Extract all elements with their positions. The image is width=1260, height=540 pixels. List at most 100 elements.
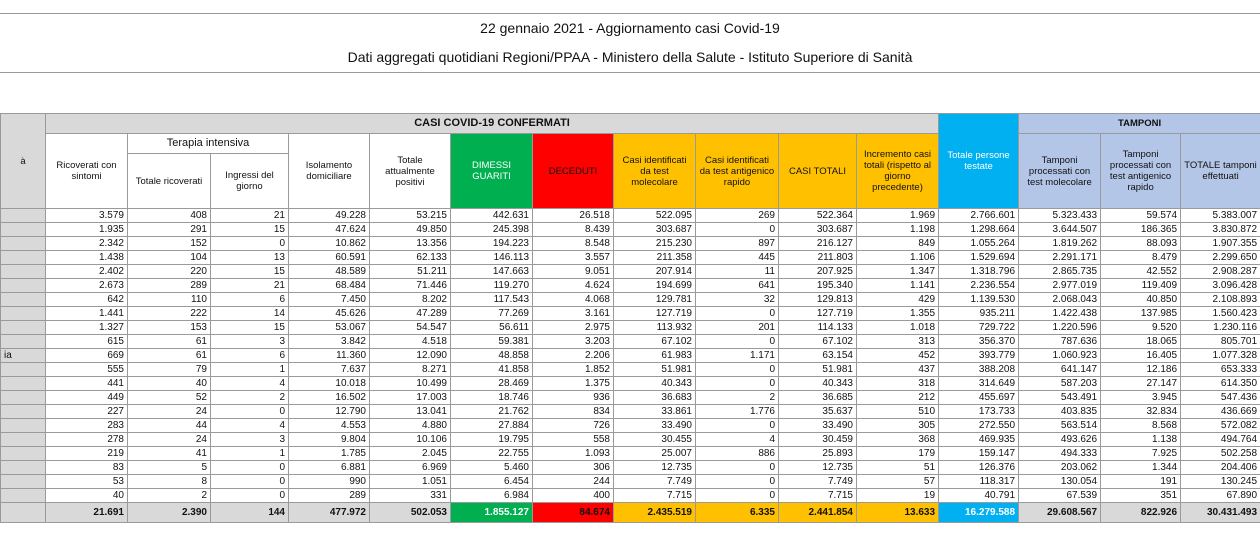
table-cell: 152 xyxy=(127,236,211,251)
table-cell: 9.804 xyxy=(288,432,370,447)
table-cell: 493.626 xyxy=(1018,432,1102,447)
table-cell: 179 xyxy=(855,446,940,461)
table-cell: 27.147 xyxy=(1100,376,1182,391)
table-cell: 0 xyxy=(695,418,779,433)
table-cell: 494.333 xyxy=(1018,446,1102,461)
table-cell: 30.455 xyxy=(613,432,696,447)
table-cell: 194.223 xyxy=(450,236,533,251)
table-cell: 455.697 xyxy=(938,390,1020,405)
column-header: Tamponi processati con test molecolare xyxy=(1018,133,1102,209)
table-row: ia 669 61 6 11.360 12.090 48.858 2.206 61.983 1.1… xyxy=(0,348,1260,363)
table-row: 278 24 3 9.804 10.106 19.795 558 30.455 4 30.459 3… xyxy=(0,432,1260,447)
table-cell: 0 xyxy=(210,236,289,251)
table-cell: 6 xyxy=(210,348,289,363)
table-cell: 40.343 xyxy=(778,376,857,391)
table-cell: 15 xyxy=(210,264,289,279)
table-cell: 2 xyxy=(695,390,779,405)
corner-header: à xyxy=(0,113,46,209)
table-cell: 83 xyxy=(45,460,128,475)
table-cell: 40 xyxy=(45,488,128,503)
group-header: TAMPONI xyxy=(1018,113,1260,134)
region-label xyxy=(0,432,46,447)
table-cell: 173.733 xyxy=(938,404,1020,419)
column-header: Incremento casi totali (rispetto al gior… xyxy=(855,133,940,209)
table-cell: 47.289 xyxy=(369,306,451,321)
total-cell: 2.435.519 xyxy=(613,502,696,523)
table-cell: 400 xyxy=(532,488,614,503)
region-label xyxy=(0,418,46,433)
table-row: 441 40 4 10.018 10.499 28.469 1.375 40.343 0 40.3… xyxy=(0,376,1260,391)
region-label xyxy=(0,446,46,461)
table-cell: 44 xyxy=(127,418,211,433)
table-cell: 452 xyxy=(855,348,940,363)
table-cell: 494.764 xyxy=(1180,432,1260,447)
table-cell: 53 xyxy=(45,474,128,489)
table-cell: 3 xyxy=(210,334,289,349)
table-cell: 24 xyxy=(127,404,211,419)
table-cell: 4 xyxy=(695,432,779,447)
table-cell: 2.977.019 xyxy=(1018,278,1102,293)
table-cell: 40.343 xyxy=(613,376,696,391)
table-cell: 127.719 xyxy=(613,306,696,321)
table-row: 1.441 222 14 45.626 47.289 77.269 3.161 127.719… xyxy=(0,306,1260,321)
table-cell: 0 xyxy=(695,362,779,377)
table-cell: 15 xyxy=(210,222,289,237)
table-cell: 12.735 xyxy=(778,460,857,475)
table-cell: 0 xyxy=(695,474,779,489)
table-cell: 245.398 xyxy=(450,222,533,237)
covid-table: à CASI COVID-19 CONFERMATI Totale persone … xyxy=(0,113,1260,523)
table-cell: 215.230 xyxy=(613,236,696,251)
table-cell: 207.914 xyxy=(613,264,696,279)
table-cell: 445 xyxy=(695,250,779,265)
table-cell: 119.270 xyxy=(450,278,533,293)
group-header: Terapia intensiva xyxy=(127,133,289,154)
region-label xyxy=(0,362,46,377)
table-cell: 897 xyxy=(695,236,779,251)
region-label xyxy=(0,278,46,293)
table-cell: 2.206 xyxy=(532,348,614,363)
table-cell: 12.790 xyxy=(288,404,370,419)
table-cell: 0 xyxy=(695,460,779,475)
table-cell: 0 xyxy=(210,404,289,419)
table-cell: 12.090 xyxy=(369,348,451,363)
table-cell: 1.560.423 xyxy=(1180,306,1260,321)
table-cell: 56.611 xyxy=(450,320,533,335)
table-cell: 204.406 xyxy=(1180,460,1260,475)
table-cell: 2.342 xyxy=(45,236,128,251)
table-cell: 54.547 xyxy=(369,320,451,335)
table-cell: 7.749 xyxy=(613,474,696,489)
table-cell: 6 xyxy=(210,292,289,307)
table-row: 53 8 0 990 1.051 6.454 244 7.749 0 7.749 57 118.317… xyxy=(0,474,1260,489)
table-cell: 3 xyxy=(210,432,289,447)
table-cell: 0 xyxy=(695,306,779,321)
table-cell: 8.439 xyxy=(532,222,614,237)
table-cell: 51.981 xyxy=(613,362,696,377)
table-cell: 4.518 xyxy=(369,334,451,349)
table-cell: 653.333 xyxy=(1180,362,1260,377)
table-cell: 3.096.428 xyxy=(1180,278,1260,293)
title: 22 gennaio 2021 - Aggiornamento casi Cov… xyxy=(480,20,780,36)
table-cell: 30.459 xyxy=(778,432,857,447)
table-cell: 88.093 xyxy=(1100,236,1182,251)
table-cell: 936 xyxy=(532,390,614,405)
column-header: Totale ricoverati xyxy=(127,153,211,209)
table-row: 40 2 0 289 331 6.984 400 7.715 0 7.715 19 40.791 67.… xyxy=(0,488,1260,503)
table-cell: 522.364 xyxy=(778,208,857,223)
table-cell: 9.051 xyxy=(532,264,614,279)
table-cell: 11 xyxy=(695,264,779,279)
table-cell: 615 xyxy=(45,334,128,349)
table-cell: 1.141 xyxy=(855,278,940,293)
table-cell: 51 xyxy=(855,460,940,475)
table-cell: 1.375 xyxy=(532,376,614,391)
table-cell: 53.067 xyxy=(288,320,370,335)
table-cell: 3.203 xyxy=(532,334,614,349)
rule xyxy=(0,72,1260,73)
rule xyxy=(0,13,1260,14)
table-cell: 104 xyxy=(127,250,211,265)
table-cell: 7.925 xyxy=(1100,446,1182,461)
table-cell: 6.969 xyxy=(369,460,451,475)
table-cell: 303.687 xyxy=(613,222,696,237)
table-cell: 130.054 xyxy=(1018,474,1102,489)
table-cell: 14 xyxy=(210,306,289,321)
table-cell: 27.884 xyxy=(450,418,533,433)
